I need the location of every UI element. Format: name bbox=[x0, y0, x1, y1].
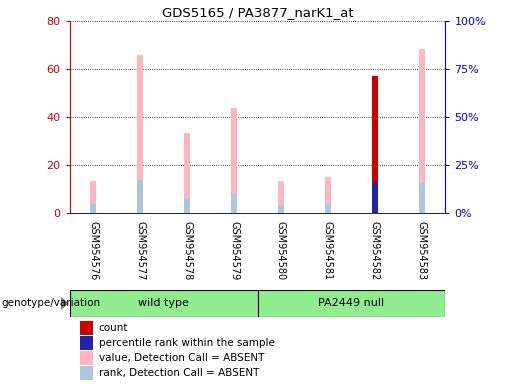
Bar bbox=[80, 351, 93, 365]
Text: percentile rank within the sample: percentile rank within the sample bbox=[99, 338, 274, 348]
Text: GSM954582: GSM954582 bbox=[370, 221, 380, 280]
Bar bbox=[372, 76, 378, 213]
Bar bbox=[231, 108, 237, 213]
Text: GSM954581: GSM954581 bbox=[323, 221, 333, 280]
Text: GSM954576: GSM954576 bbox=[88, 221, 98, 280]
Text: GSM954583: GSM954583 bbox=[417, 221, 427, 280]
Text: GSM954577: GSM954577 bbox=[135, 221, 145, 280]
Bar bbox=[419, 183, 425, 213]
Bar bbox=[372, 183, 378, 213]
Bar bbox=[419, 49, 425, 213]
Bar bbox=[70, 290, 258, 317]
Text: value, Detection Call = ABSENT: value, Detection Call = ABSENT bbox=[99, 353, 264, 363]
Bar bbox=[137, 180, 143, 213]
Text: rank, Detection Call = ABSENT: rank, Detection Call = ABSENT bbox=[99, 368, 259, 378]
Text: GSM954578: GSM954578 bbox=[182, 221, 192, 280]
Bar bbox=[137, 55, 143, 213]
Bar bbox=[278, 205, 284, 213]
Text: PA2449 null: PA2449 null bbox=[318, 298, 385, 308]
Bar bbox=[278, 181, 284, 213]
Bar bbox=[184, 197, 190, 213]
Text: wild type: wild type bbox=[138, 298, 189, 308]
Text: GSM954580: GSM954580 bbox=[276, 221, 286, 280]
Bar bbox=[231, 194, 237, 213]
Bar bbox=[90, 181, 96, 213]
Bar bbox=[80, 366, 93, 380]
Bar bbox=[80, 336, 93, 350]
Text: count: count bbox=[99, 323, 128, 333]
Text: genotype/variation: genotype/variation bbox=[1, 298, 100, 308]
Bar bbox=[90, 204, 96, 213]
Bar bbox=[258, 290, 445, 317]
Text: GSM954579: GSM954579 bbox=[229, 221, 239, 280]
Title: GDS5165 / PA3877_narK1_at: GDS5165 / PA3877_narK1_at bbox=[162, 5, 353, 18]
Bar bbox=[80, 321, 93, 335]
Polygon shape bbox=[61, 296, 68, 310]
Bar bbox=[325, 177, 331, 213]
Bar bbox=[325, 204, 331, 213]
Bar bbox=[184, 133, 190, 213]
